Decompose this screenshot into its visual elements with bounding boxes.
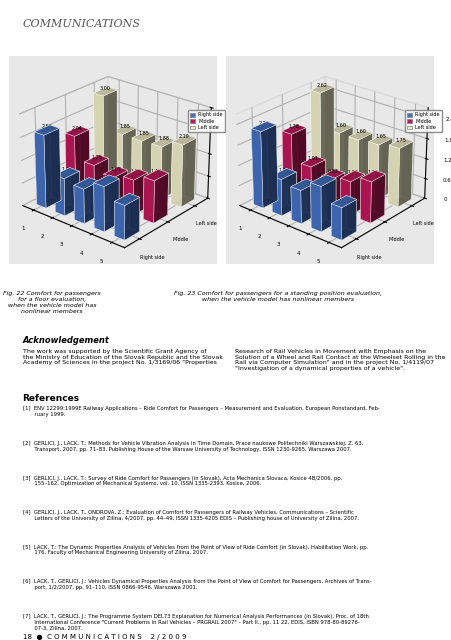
Text: Acknowledgement: Acknowledgement xyxy=(23,336,109,345)
Legend: Right side, Middle, Left side: Right side, Middle, Left side xyxy=(404,111,441,132)
Text: [5]  LACK, T.: The Dynamic Properties Analysis of Vehicles from the Point of Vie: [5] LACK, T.: The Dynamic Properties Ana… xyxy=(23,545,367,556)
Text: [6]  LACK, T., GERLICI, J.: Vehicles Dynamical Properties Analysis from the Poin: [6] LACK, T., GERLICI, J.: Vehicles Dyna… xyxy=(23,579,370,590)
Legend: Right side, Middle, Left side: Right side, Middle, Left side xyxy=(187,111,225,132)
Text: COMMUNICATIONS: COMMUNICATIONS xyxy=(23,19,140,29)
Text: [3]  GERLICI, J., LACK, T.: Survey of Ride Comfort for Passengers (in Slovak), A: [3] GERLICI, J., LACK, T.: Survey of Rid… xyxy=(23,476,341,486)
Text: Fig. 23 Comfort for passengers for a standing position evaluation,
when the vehi: Fig. 23 Comfort for passengers for a sta… xyxy=(174,291,381,302)
Text: [2]  GERLICI, J., LACK, T.: Methods for Vehicle Vibration Analysis in Time Domai: [2] GERLICI, J., LACK, T.: Methods for V… xyxy=(23,441,362,452)
Text: Research of Rail Vehicles in Movement with Emphasis on the
Solution of a Wheel a: Research of Rail Vehicles in Movement wi… xyxy=(235,349,444,371)
Text: References: References xyxy=(23,394,79,403)
Text: The work was supported by the Scientific Grant Agency of
the Ministry of Educati: The work was supported by the Scientific… xyxy=(23,349,222,365)
Text: [7]  LACK, T., GERLICI, J.: The Programme System DEL73 Explanation for Numerical: [7] LACK, T., GERLICI, J.: The Programme… xyxy=(23,614,368,630)
Text: 18  ●  C O M M U N I C A T I O N S    2 / 2 0 0 9: 18 ● C O M M U N I C A T I O N S 2 / 2 0… xyxy=(23,634,186,639)
Text: [1]  ENV 12299:1999E Railway Applications – Ride Comfort for Passengers – Measur: [1] ENV 12299:1999E Railway Applications… xyxy=(23,406,378,417)
Text: Fig. 22 Comfort for passengers for a floor evaluation,
when the vehicle model ha: Fig. 22 Comfort for passengers for a flo… xyxy=(3,291,101,314)
Text: [4]  GERLICI, J., LACK, T., ONDROVA, Z.: Evaluation of Comfort for Passengers of: [4] GERLICI, J., LACK, T., ONDROVA, Z.: … xyxy=(23,510,358,521)
